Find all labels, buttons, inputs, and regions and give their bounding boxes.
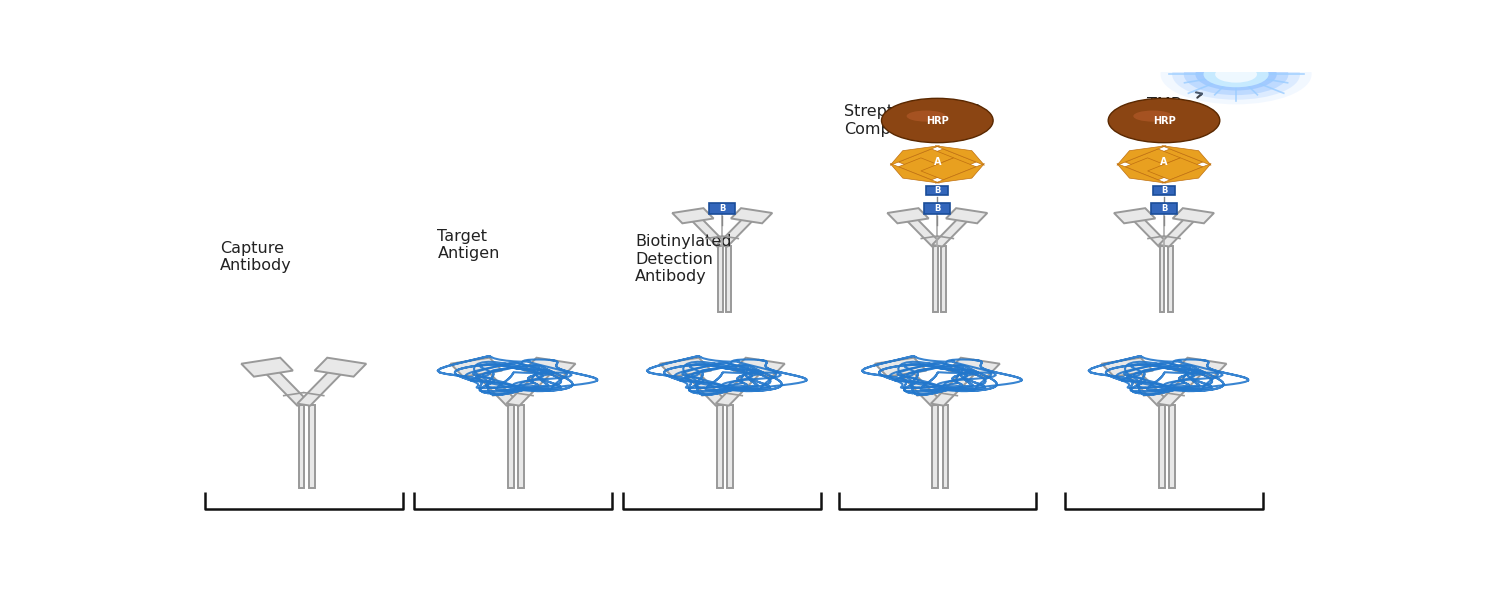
Ellipse shape (1108, 98, 1220, 143)
Text: HRP: HRP (926, 116, 948, 125)
Text: B: B (934, 204, 940, 213)
Polygon shape (1114, 208, 1155, 223)
Polygon shape (932, 366, 981, 406)
Text: Biotinylated
Detection
Antibody: Biotinylated Detection Antibody (634, 234, 732, 284)
Polygon shape (507, 366, 556, 406)
Polygon shape (1120, 366, 1170, 406)
FancyBboxPatch shape (933, 246, 938, 312)
FancyBboxPatch shape (298, 404, 304, 488)
Polygon shape (934, 164, 984, 183)
FancyBboxPatch shape (717, 404, 723, 488)
Text: B: B (1161, 186, 1167, 195)
Polygon shape (1118, 146, 1166, 165)
Polygon shape (1162, 146, 1210, 165)
Polygon shape (261, 366, 310, 406)
FancyBboxPatch shape (1160, 246, 1164, 312)
Polygon shape (1148, 149, 1203, 171)
Polygon shape (734, 358, 784, 377)
FancyBboxPatch shape (1160, 404, 1164, 488)
Polygon shape (524, 358, 576, 377)
Circle shape (1196, 58, 1276, 91)
Polygon shape (730, 208, 772, 223)
Polygon shape (898, 149, 954, 171)
Polygon shape (680, 366, 729, 406)
Polygon shape (1173, 208, 1214, 223)
Ellipse shape (882, 98, 993, 143)
Text: B: B (1161, 204, 1167, 213)
Polygon shape (1158, 366, 1208, 406)
FancyBboxPatch shape (942, 404, 948, 488)
Polygon shape (1118, 164, 1166, 183)
FancyBboxPatch shape (518, 404, 524, 488)
Polygon shape (315, 358, 366, 377)
Polygon shape (890, 164, 939, 183)
Polygon shape (932, 215, 972, 247)
Polygon shape (470, 366, 519, 406)
Polygon shape (660, 358, 711, 377)
Polygon shape (687, 215, 728, 247)
FancyBboxPatch shape (309, 404, 315, 488)
Text: Streptavidin-HRP
Complex: Streptavidin-HRP Complex (844, 104, 981, 137)
FancyBboxPatch shape (932, 404, 938, 488)
Polygon shape (948, 358, 1000, 377)
Polygon shape (898, 158, 954, 180)
Polygon shape (903, 215, 942, 247)
Polygon shape (894, 366, 944, 406)
Polygon shape (888, 208, 928, 223)
Polygon shape (1160, 215, 1198, 247)
Polygon shape (1130, 215, 1168, 247)
FancyBboxPatch shape (726, 246, 730, 312)
Polygon shape (921, 158, 976, 180)
FancyBboxPatch shape (509, 404, 513, 488)
Text: Target
Antigen: Target Antigen (438, 229, 500, 262)
Circle shape (1203, 61, 1269, 87)
Polygon shape (1148, 158, 1203, 180)
Polygon shape (1162, 164, 1210, 183)
Text: HRP: HRP (1152, 116, 1176, 125)
FancyBboxPatch shape (718, 246, 723, 312)
Circle shape (1184, 53, 1288, 95)
Polygon shape (921, 149, 976, 171)
Polygon shape (1101, 358, 1154, 377)
Text: Capture
Antibody: Capture Antibody (220, 241, 292, 273)
Text: B: B (718, 204, 726, 213)
Polygon shape (1125, 149, 1180, 171)
Polygon shape (934, 146, 984, 165)
Polygon shape (890, 146, 939, 165)
Polygon shape (672, 208, 714, 223)
Ellipse shape (906, 110, 945, 122)
Polygon shape (874, 358, 927, 377)
Polygon shape (716, 366, 765, 406)
Circle shape (1172, 49, 1300, 100)
Circle shape (1215, 66, 1257, 83)
Polygon shape (1174, 358, 1227, 377)
Circle shape (1161, 44, 1311, 104)
Ellipse shape (1134, 110, 1173, 122)
FancyBboxPatch shape (1168, 246, 1173, 312)
Text: A: A (1161, 157, 1167, 167)
Polygon shape (946, 208, 987, 223)
FancyBboxPatch shape (1168, 404, 1174, 488)
Polygon shape (242, 358, 292, 377)
Polygon shape (717, 215, 758, 247)
Polygon shape (1125, 158, 1180, 180)
Text: B: B (934, 186, 940, 195)
Polygon shape (450, 358, 503, 377)
FancyBboxPatch shape (728, 404, 734, 488)
Text: A: A (933, 157, 940, 167)
Text: TMB: TMB (1146, 97, 1182, 112)
FancyBboxPatch shape (942, 246, 946, 312)
Polygon shape (297, 366, 346, 406)
